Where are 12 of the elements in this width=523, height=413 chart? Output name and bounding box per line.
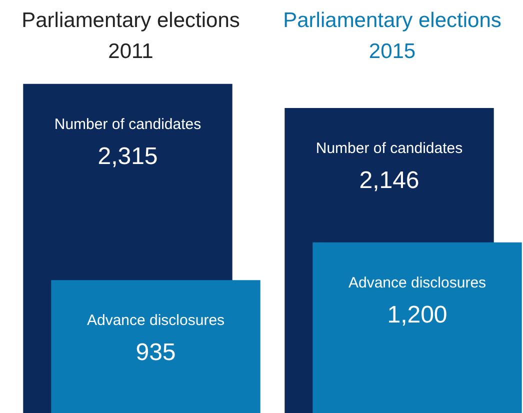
- text: Advance disclosures: [348, 274, 486, 292]
- x-tick-label: Parliamentary elections 2015: [283, 9, 502, 63]
- series-label: Advance disclosures: [86, 312, 225, 330]
- text: Number of candidates: [316, 140, 463, 157]
- x-tick-label: Parliamentary elections 2011: [22, 9, 240, 63]
- bar: [312, 242, 522, 413]
- bar: [51, 280, 260, 413]
- data-label: 935: [136, 339, 176, 366]
- series-label: Number of candidates: [54, 116, 202, 133]
- data-label: 2,146: [359, 166, 420, 194]
- data-label: 2,315: [98, 142, 158, 170]
- data-label: 1,200: [387, 301, 448, 328]
